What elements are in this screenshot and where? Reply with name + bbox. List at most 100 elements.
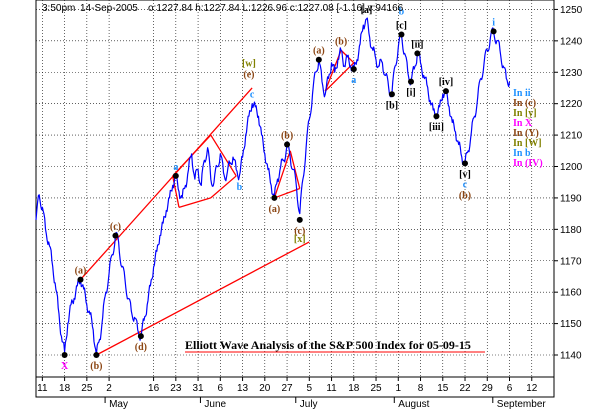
y-tick-label: 1180 — [560, 225, 582, 236]
x-tick-label: 15 — [437, 383, 449, 394]
legend-entry: In ii — [513, 88, 531, 99]
y-tick-label: 1220 — [560, 99, 583, 110]
header-ohlc: o:1227.84 h:1227.84 L:1226.96 c:1227.08 … — [148, 3, 404, 14]
pivot-dot — [398, 31, 405, 38]
wave-label: [w] — [242, 58, 256, 69]
month-label: July — [300, 399, 318, 410]
wave-label: X — [61, 361, 69, 372]
x-tick-label: 27 — [281, 383, 293, 394]
pivot-dot — [284, 141, 291, 148]
pivot-dot — [388, 91, 395, 98]
chart-title: Elliott Wave Analysis of the S&P 500 Ind… — [185, 338, 471, 352]
y-tick-label: 1230 — [560, 68, 583, 79]
legend-entry: In [y] — [513, 108, 537, 119]
wave-label: c — [463, 179, 468, 190]
wave-label: (c) — [294, 226, 305, 237]
x-axis-band — [35, 376, 555, 398]
wave-label: [ii] — [411, 39, 423, 50]
pivot-dot — [271, 194, 278, 201]
trend-line — [274, 187, 300, 199]
pivot-dot — [137, 333, 144, 340]
pivot-dot — [414, 50, 421, 57]
y-tick-label: 1190 — [560, 193, 582, 204]
pivot-dot — [433, 113, 440, 120]
wave-label: (a) — [269, 204, 281, 215]
y-tick-label: 1170 — [560, 256, 582, 267]
wave-label: (b) — [281, 131, 293, 142]
month-label: June — [204, 399, 226, 410]
pivot-dot — [442, 88, 449, 95]
trend-line — [210, 175, 237, 199]
x-tick-label: 11 — [37, 383, 48, 394]
x-tick-label: 22 — [459, 383, 471, 394]
y-tick-label: 1210 — [560, 131, 583, 142]
pivot-dot — [407, 78, 414, 85]
x-tick-label: 6 — [218, 383, 224, 394]
pivot-dot — [315, 56, 322, 63]
header-time: 3:50pm — [42, 3, 75, 14]
y-tick-label: 1140 — [560, 351, 582, 362]
x-tick-label: 20 — [259, 383, 271, 394]
x-tick-label: 25 — [370, 383, 382, 394]
month-label: May — [109, 399, 128, 410]
month-label: August — [398, 399, 429, 410]
wave-label: (b) — [459, 190, 471, 201]
wave-label: [v] — [459, 169, 471, 180]
y-tick-label: 1150 — [560, 319, 582, 330]
y-tick-label: 1160 — [560, 288, 582, 299]
trend-line — [289, 150, 301, 189]
wave-label: a — [173, 162, 178, 173]
x-tick-label: 23 — [170, 383, 182, 394]
wave-label: [c] — [396, 21, 407, 32]
y-tick-label: 1250 — [560, 5, 583, 16]
trend-line — [210, 134, 237, 177]
pivot-dot — [77, 276, 84, 283]
x-tick-label: 31 — [193, 383, 205, 394]
wave-label: b — [399, 7, 405, 18]
legend-entry: In (c) — [513, 98, 536, 109]
wave-label: i — [492, 17, 495, 28]
pivot-dot — [112, 232, 119, 239]
pivot-dot — [172, 172, 179, 179]
wave-label: a — [351, 75, 356, 86]
wave-label: [x] — [294, 234, 306, 245]
wave-label: c — [250, 90, 255, 101]
x-tick-label: 2 — [106, 383, 112, 394]
wave-label: (b) — [335, 36, 347, 47]
wave-label: (a) — [313, 46, 325, 57]
pivot-dot — [296, 216, 303, 223]
trend-line — [96, 241, 310, 356]
x-tick-label: 1 — [396, 383, 402, 394]
pivot-dot — [61, 352, 68, 359]
legend-entry: In b — [513, 148, 531, 159]
trend-line — [273, 150, 291, 199]
pivot-dot — [462, 160, 469, 167]
trend-line — [172, 175, 180, 208]
trend-line — [178, 197, 211, 208]
y-tick-label: 1240 — [560, 36, 583, 47]
wave-label: (d) — [135, 342, 147, 353]
x-tick-label: 6 — [507, 383, 513, 394]
pivot-dot — [350, 66, 357, 73]
pivot-dot — [490, 28, 497, 35]
trend-line — [80, 87, 253, 281]
x-tick-label: 12 — [526, 383, 538, 394]
wave-label: [iv] — [439, 77, 453, 88]
wave-label: (e) — [243, 69, 254, 80]
wave-label: (b) — [90, 361, 102, 372]
x-tick-label: 11 — [326, 383, 337, 394]
x-tick-label: 16 — [148, 383, 160, 394]
wave-label: [iii] — [429, 122, 444, 133]
x-tick-label: 18 — [59, 383, 71, 394]
wave-label: [b] — [386, 100, 398, 111]
x-tick-label: 8 — [418, 383, 424, 394]
x-tick-label: 13 — [237, 383, 249, 394]
x-tick-label: 5 — [307, 383, 313, 394]
wave-label: b — [237, 182, 243, 193]
month-label: September — [497, 399, 547, 410]
x-tick-label: 29 — [482, 383, 494, 394]
x-tick-label: 18 — [348, 383, 360, 394]
wave-label: [a] — [361, 5, 373, 16]
